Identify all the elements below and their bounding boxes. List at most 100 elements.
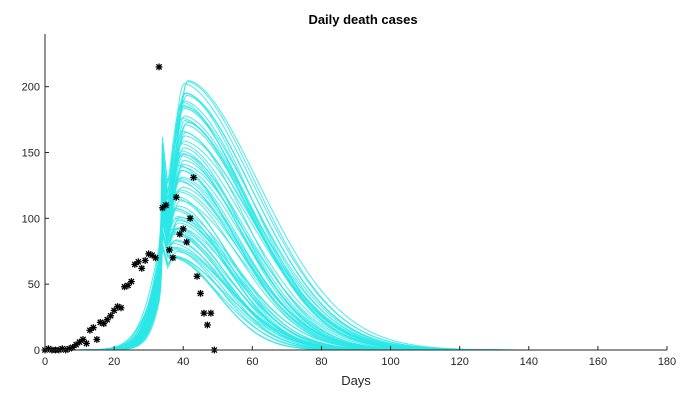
simulation-line (45, 101, 667, 351)
observed-point-stroke (90, 324, 97, 331)
observed-point-stroke (128, 278, 135, 285)
simulation-line (45, 115, 667, 351)
observed-point-stroke (180, 225, 187, 232)
observed-point (117, 304, 125, 312)
observed-point-stroke (114, 303, 121, 310)
simulation-line (45, 107, 667, 351)
simulation-line (45, 210, 667, 351)
simulation-line (45, 210, 667, 351)
observed-point (176, 230, 184, 238)
observed-point (141, 257, 149, 264)
observed-point-stroke (176, 231, 183, 238)
observed-point-stroke (97, 319, 104, 326)
simulation-line (45, 163, 667, 351)
simulation-line (45, 153, 667, 351)
observed-point-stroke (207, 310, 214, 317)
observed-point-stroke (107, 312, 114, 319)
simulation-line (45, 105, 667, 351)
simulation-line (45, 150, 667, 351)
observed-point-stroke (204, 321, 211, 329)
observed-point (166, 246, 173, 254)
simulation-line (45, 140, 667, 351)
observed-point (107, 312, 115, 320)
observed-point (134, 258, 142, 266)
observed-point-stroke (152, 254, 159, 261)
observed-point (83, 340, 90, 347)
simulation-line (45, 92, 667, 351)
x-tick-label: 180 (658, 356, 676, 368)
observed-point (186, 214, 194, 222)
x-axis-ticks: 0 20 40 60 80 100 120 140 160 180 (42, 346, 676, 368)
observed-point (204, 321, 211, 329)
x-tick-label: 120 (450, 356, 468, 368)
observed-point-stroke (155, 63, 163, 70)
simulation-line (45, 158, 667, 351)
observed-point-stroke (117, 304, 125, 311)
x-tick-label: 140 (520, 356, 538, 368)
observed-point-stroke (162, 202, 170, 209)
y-axis-ticks: 0 50 100 150 200 (22, 82, 49, 357)
x-tick-label: 100 (381, 356, 399, 368)
observed-point-stroke (135, 258, 142, 265)
observed-point-stroke (79, 336, 87, 343)
observed-point (200, 309, 208, 317)
observed-point (169, 254, 177, 262)
simulation-line (45, 100, 667, 351)
y-tick-label: 100 (22, 213, 40, 225)
simulation-line (45, 81, 667, 351)
x-tick-label: 80 (315, 356, 327, 368)
observed-point-stroke (166, 246, 173, 253)
observed-point-stroke (142, 257, 149, 264)
x-tick-label: 40 (177, 356, 189, 368)
observed-point-stroke (149, 252, 156, 259)
simulation-line (45, 153, 667, 351)
y-tick-label: 50 (28, 279, 40, 291)
simulation-line (45, 143, 667, 351)
simulation-line (45, 135, 667, 351)
simulation-line (45, 124, 667, 351)
simulation-line (45, 94, 667, 351)
observed-point (190, 174, 197, 181)
simulation-lines (45, 80, 667, 351)
observed-points (41, 63, 218, 354)
y-tick-label: 150 (22, 148, 40, 160)
observed-point (207, 309, 215, 317)
x-tick-label: 20 (108, 356, 120, 368)
observed-point-stroke (187, 215, 194, 222)
observed-point (159, 204, 166, 212)
simulation-line (45, 147, 667, 351)
chart-title: Daily death cases (308, 12, 417, 27)
observed-point (138, 264, 146, 272)
x-tick-label: 60 (246, 356, 258, 368)
observed-point-stroke (183, 238, 190, 246)
x-axis-label: Days (341, 373, 371, 388)
observed-point-stroke (83, 340, 90, 347)
observed-point (179, 225, 187, 233)
simulation-line (45, 92, 667, 351)
observed-point (127, 278, 135, 285)
simulation-line (45, 121, 667, 351)
simulation-line (45, 80, 667, 351)
observed-point-stroke (138, 265, 145, 272)
plot-area (41, 63, 667, 354)
observed-point-stroke (197, 290, 204, 297)
observed-point-stroke (200, 310, 208, 317)
observed-point-stroke (145, 250, 152, 257)
simulation-line (45, 117, 667, 351)
simulation-line (45, 131, 667, 351)
observed-point (172, 193, 180, 201)
observed-point (89, 324, 97, 332)
simulation-line (45, 162, 667, 351)
observed-point (155, 63, 163, 71)
simulation-line (45, 159, 667, 351)
observed-point (110, 307, 118, 314)
observed-point (183, 238, 191, 246)
observed-point-stroke (193, 273, 201, 280)
observed-point (93, 336, 101, 343)
simulation-line (45, 130, 667, 351)
observed-point (152, 254, 159, 262)
simulation-line (45, 208, 667, 351)
observed-point-stroke (93, 336, 100, 343)
x-tick-label: 0 (42, 356, 48, 368)
